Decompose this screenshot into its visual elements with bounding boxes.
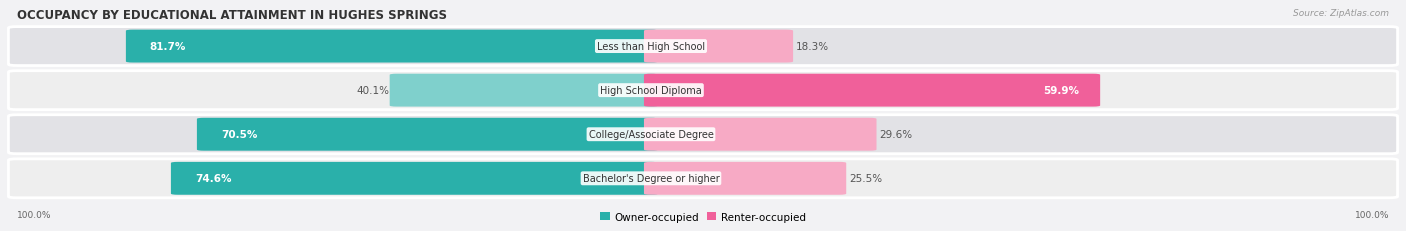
Text: Bachelor's Degree or higher: Bachelor's Degree or higher: [582, 173, 720, 183]
Text: OCCUPANCY BY EDUCATIONAL ATTAINMENT IN HUGHES SPRINGS: OCCUPANCY BY EDUCATIONAL ATTAINMENT IN H…: [17, 9, 447, 22]
FancyBboxPatch shape: [8, 115, 1398, 154]
FancyBboxPatch shape: [8, 27, 1398, 66]
Text: 100.0%: 100.0%: [17, 210, 52, 219]
FancyBboxPatch shape: [197, 118, 658, 151]
Text: College/Associate Degree: College/Associate Degree: [589, 130, 713, 140]
Text: Less than High School: Less than High School: [598, 42, 704, 52]
Text: 100.0%: 100.0%: [1354, 210, 1389, 219]
Text: 40.1%: 40.1%: [357, 86, 389, 96]
Text: 29.6%: 29.6%: [879, 130, 912, 140]
FancyBboxPatch shape: [644, 118, 876, 151]
Text: 81.7%: 81.7%: [150, 42, 186, 52]
FancyBboxPatch shape: [644, 30, 793, 63]
FancyBboxPatch shape: [8, 159, 1398, 198]
FancyBboxPatch shape: [389, 74, 658, 107]
FancyBboxPatch shape: [172, 162, 658, 195]
Text: Source: ZipAtlas.com: Source: ZipAtlas.com: [1294, 9, 1389, 18]
Text: 59.9%: 59.9%: [1043, 86, 1078, 96]
FancyBboxPatch shape: [644, 74, 1099, 107]
Text: 25.5%: 25.5%: [849, 173, 882, 183]
FancyBboxPatch shape: [8, 71, 1398, 110]
Text: 74.6%: 74.6%: [195, 173, 232, 183]
FancyBboxPatch shape: [644, 162, 846, 195]
FancyBboxPatch shape: [127, 30, 658, 63]
Text: High School Diploma: High School Diploma: [600, 86, 702, 96]
Text: 18.3%: 18.3%: [796, 42, 830, 52]
Legend: Owner-occupied, Renter-occupied: Owner-occupied, Renter-occupied: [596, 208, 810, 226]
Text: 70.5%: 70.5%: [221, 130, 257, 140]
